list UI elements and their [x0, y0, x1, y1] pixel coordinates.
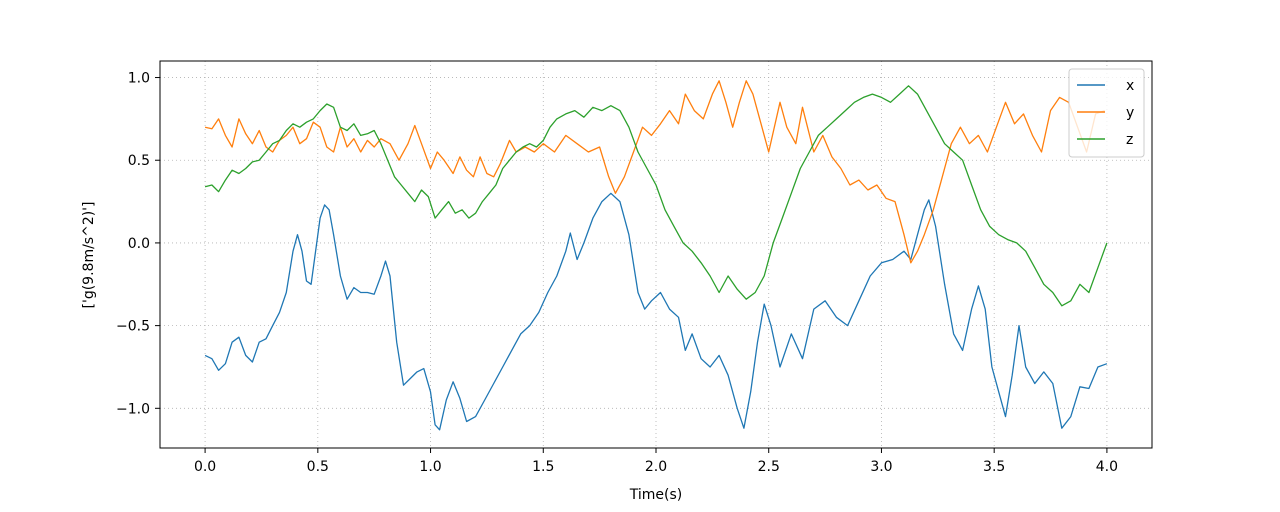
- x-tick-label: 3.5: [983, 459, 1005, 475]
- y-tick-label: 0.5: [128, 153, 150, 169]
- x-axis-label: Time(s): [629, 487, 682, 503]
- legend-label-y: y: [1126, 105, 1134, 121]
- x-tick-label: 2.5: [758, 459, 780, 475]
- x-tick-label: 2.0: [645, 459, 667, 475]
- legend-label-x: x: [1126, 78, 1134, 94]
- y-tick-label: 1.0: [128, 71, 150, 87]
- x-tick-label: 0.5: [307, 459, 329, 475]
- x-tick-label: 1.0: [419, 459, 441, 475]
- series-line-y: [204, 80, 1105, 264]
- series-line-x: [204, 192, 1108, 431]
- y-axis-label: ['g(9.8m/s^2)']: [81, 202, 97, 309]
- y-tick-label: −0.5: [116, 319, 150, 335]
- x-tick-label: 3.0: [870, 459, 892, 475]
- series-layer: [204, 80, 1108, 431]
- y-tick-label: 0.0: [128, 236, 150, 252]
- x-tick-label: 0.0: [194, 459, 216, 475]
- x-tick-label: 1.5: [532, 459, 554, 475]
- y-axis: −1.0 −0.5 0.0 0.5 1.0: [116, 71, 160, 417]
- series-line-z: [204, 85, 1108, 307]
- x-tick-label: 4.0: [1096, 459, 1118, 475]
- x-axis: 0.0 0.5 1.0 1.5 2.0 2.5 3.0 3.5 4.0: [194, 448, 1118, 475]
- legend-label-z: z: [1126, 132, 1133, 148]
- legend-box: [1068, 68, 1145, 158]
- grid: [160, 61, 1152, 448]
- legend: xyz: [1068, 68, 1145, 158]
- y-tick-label: −1.0: [116, 401, 150, 417]
